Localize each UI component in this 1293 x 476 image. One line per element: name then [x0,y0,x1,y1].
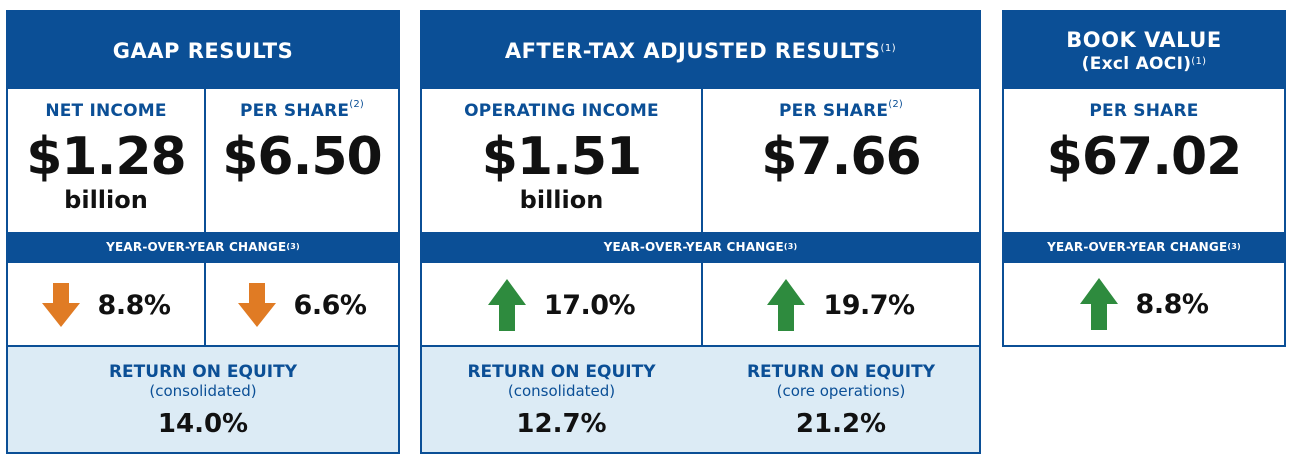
roe-subtitle: (consolidated) [149,382,257,400]
roe-consolidated: RETURN ON EQUITY (consolidated) 12.7% [422,347,701,452]
roe-subtitle: (consolidated) [507,382,616,400]
book-value-per-share-cell: PER SHARE $67.02 [1004,89,1284,232]
roe-title: RETURN ON EQUITY [467,362,656,382]
operating-income-value: $1.51 [481,127,642,187]
change-value: 19.7% [823,289,915,321]
gaap-results-panel: GAAP RESULTS NET INCOME $1.28 billion PE… [6,10,400,454]
book-value-subtitle: (Excl AOCI)(1) [1081,53,1207,74]
roe-title: RETURN ON EQUITY [108,362,298,382]
book-value-title: BOOK VALUE [1066,27,1222,52]
net-income-label: NET INCOME [45,101,167,121]
roe-title: RETURN ON EQUITY [746,362,936,382]
gaap-title: GAAP RESULTS [112,38,294,63]
divider [204,89,206,232]
adjusted-title: AFTER-TAX ADJUSTED RESULTS(1) [504,38,897,63]
yoy-change-bar: YEAR-OVER-YEAR CHANGE(3) [1004,232,1284,263]
gaap-per-share-cell: PER SHARE(2) $6.50 [206,89,398,232]
operating-income-unit: billion [519,186,604,214]
net-income-change: 8.8% [8,263,204,347]
yoy-change-bar: YEAR-OVER-YEAR CHANGE(3) [422,232,979,263]
roe-value: 14.0% [157,409,249,439]
arrow-up-icon [487,279,526,331]
net-income-value: $1.28 [26,127,186,187]
yoy-change-bar: YEAR-OVER-YEAR CHANGE(3) [8,232,398,263]
divider [701,263,703,346]
gaap-header: GAAP RESULTS [8,12,398,89]
adjusted-per-share-cell: PER SHARE(2) $7.66 [703,89,979,232]
change-value: 8.8% [97,289,171,321]
arrow-up-icon [1079,278,1118,330]
book-value-panel: BOOK VALUE (Excl AOCI)(1) PER SHARE $67.… [1002,10,1286,347]
book-value-header: BOOK VALUE (Excl AOCI)(1) [1004,12,1284,89]
arrow-up-icon [767,279,806,331]
operating-income-label: OPERATING INCOME [464,101,659,121]
arrow-down-icon [237,283,276,327]
book-value-change: 8.8% [1004,263,1284,345]
per-share-label: PER SHARE(2) [240,99,364,121]
return-on-equity: RETURN ON EQUITY (consolidated) 12.7% RE… [422,345,979,452]
per-share-change: 6.6% [206,263,398,347]
adjusted-results-panel: AFTER-TAX ADJUSTED RESULTS(1) OPERATING … [420,10,981,454]
roe-consolidated: RETURN ON EQUITY (consolidated) 14.0% [8,347,398,452]
roe-core-operations: RETURN ON EQUITY (core operations) 21.2% [703,347,979,452]
return-on-equity: RETURN ON EQUITY (consolidated) 14.0% [8,345,398,452]
change-value: 6.6% [293,289,367,321]
arrow-down-icon [41,283,80,327]
per-share-value: $7.66 [761,127,921,187]
change-value: 8.8% [1135,288,1209,320]
divider [701,89,703,232]
operating-income-cell: OPERATING INCOME $1.51 billion [422,89,701,232]
adjusted-header: AFTER-TAX ADJUSTED RESULTS(1) [422,12,979,89]
per-share-value: $6.50 [222,127,382,187]
operating-income-change: 17.0% [422,263,701,347]
divider [204,263,206,346]
per-share-value: $67.02 [1046,127,1243,187]
per-share-label: PER SHARE(2) [779,99,903,121]
roe-subtitle: (core operations) [776,382,906,400]
per-share-label: PER SHARE [1089,101,1199,121]
change-value: 17.0% [543,289,636,321]
roe-value: 12.7% [516,409,607,439]
net-income-unit: billion [64,186,148,214]
per-share-change: 19.7% [703,263,979,347]
roe-value: 21.2% [795,409,887,439]
net-income-cell: NET INCOME $1.28 billion [8,89,204,232]
